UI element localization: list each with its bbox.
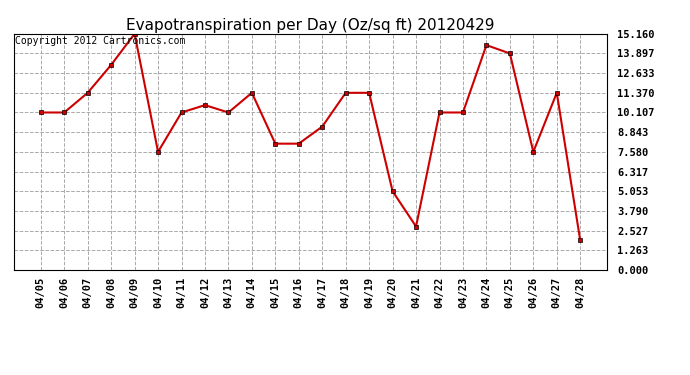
Text: Copyright 2012 Cartronics.com: Copyright 2012 Cartronics.com xyxy=(15,36,186,46)
Title: Evapotranspiration per Day (Oz/sq ft) 20120429: Evapotranspiration per Day (Oz/sq ft) 20… xyxy=(126,18,495,33)
